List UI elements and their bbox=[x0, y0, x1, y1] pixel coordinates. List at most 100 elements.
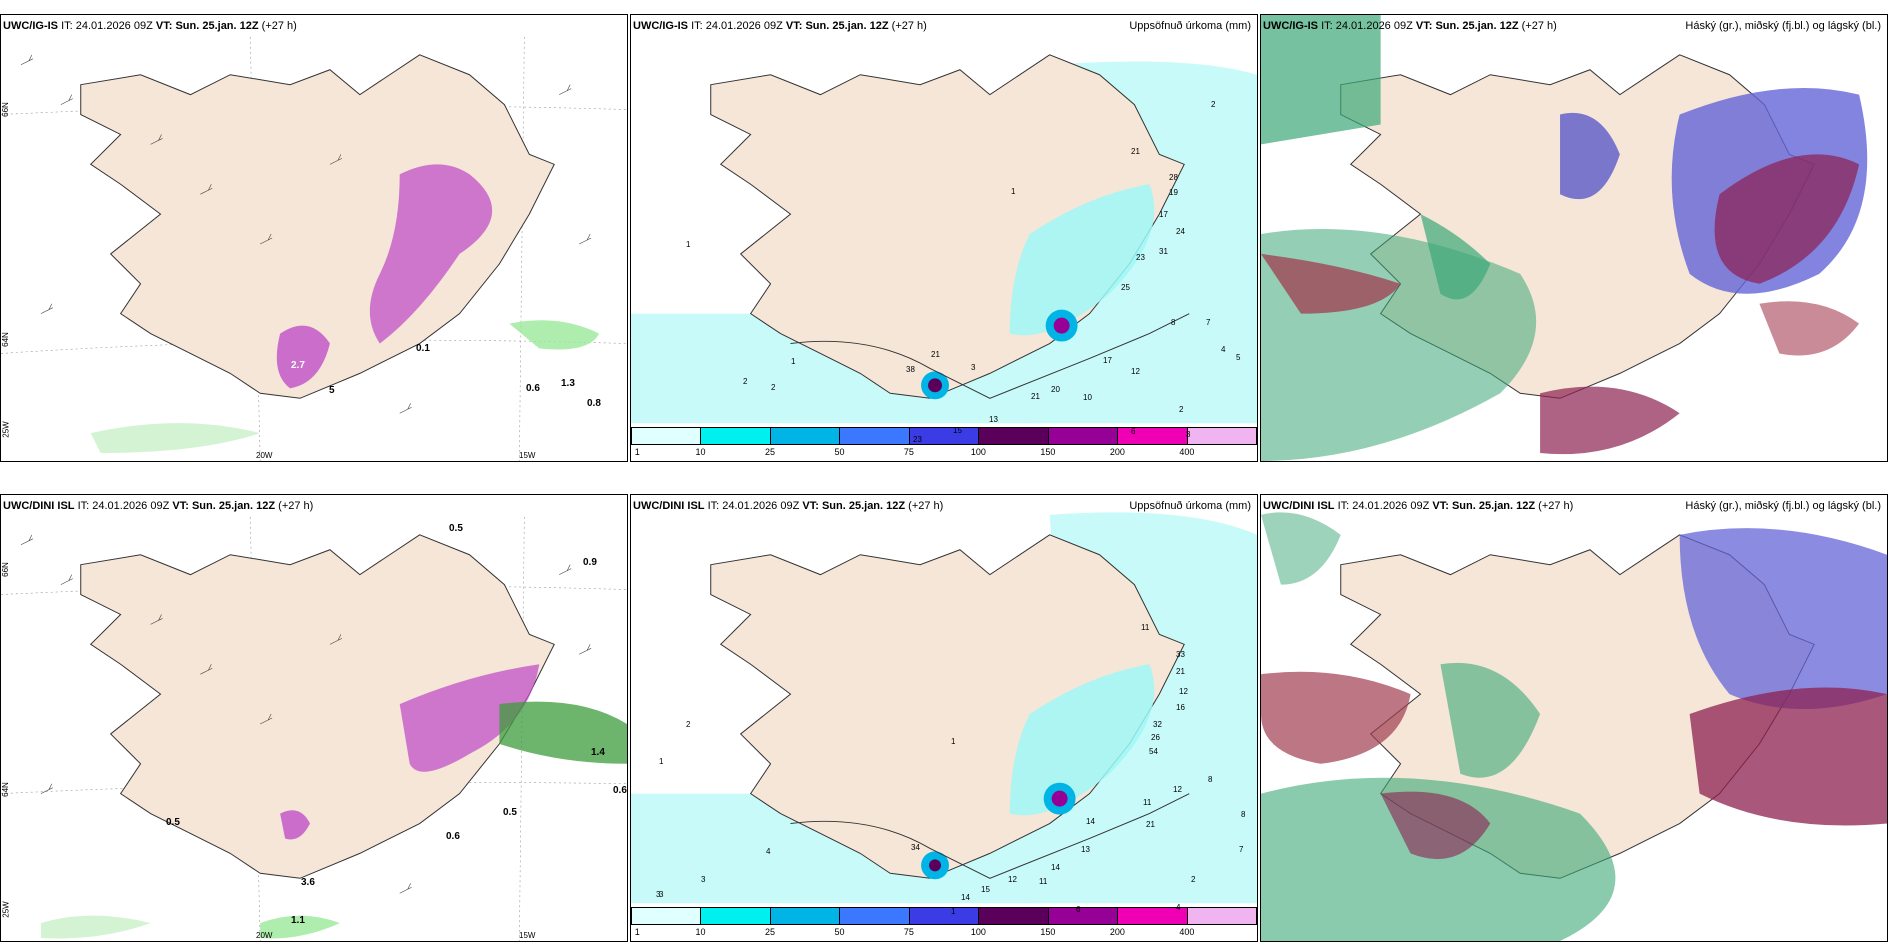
colorbar-cell bbox=[979, 428, 1049, 444]
precip-title: Uppsöfnuð úrkoma (mm) bbox=[1129, 500, 1251, 512]
colorbar-labels: 1 10 25 50 75 100 150 200 400 bbox=[631, 447, 1257, 459]
colorbar-cell bbox=[1118, 428, 1188, 444]
precip-value: 38 bbox=[906, 365, 915, 374]
panel-header: UWC/DINI ISL IT: 24.01.2026 09Z VT: Sun.… bbox=[631, 495, 1257, 517]
colorbar-tick: 1 bbox=[634, 447, 640, 457]
colorbar-cell bbox=[840, 908, 910, 924]
cloud-map-svg bbox=[1261, 15, 1887, 461]
colorbar-tick: 400 bbox=[1179, 927, 1195, 937]
precip-value: 13 bbox=[989, 415, 998, 424]
wind-map-top bbox=[1, 15, 627, 461]
cloud-title: Háský (gr.), miðský (fj.bl.) og lágský (… bbox=[1685, 20, 1881, 32]
it-value: 24.01.2026 09Z bbox=[722, 500, 800, 512]
it-value: 24.01.2026 09Z bbox=[75, 20, 153, 32]
lon-label-20w: 20W bbox=[256, 931, 273, 940]
wind-value: 3.6 bbox=[301, 877, 315, 888]
colorbar-tick: 50 bbox=[834, 447, 845, 457]
precip-value: 17 bbox=[1103, 356, 1112, 365]
panel-header: UWC/IG-IS IT: 24.01.2026 09Z VT: Sun. 25… bbox=[1, 15, 627, 37]
precip-value: 8 bbox=[1171, 318, 1176, 327]
precip-value: 34 bbox=[911, 843, 920, 852]
vt-value: Sun. 25.jan. 12Z bbox=[1435, 20, 1519, 32]
vt-label: VT: bbox=[155, 20, 173, 32]
colorbar-tick: 25 bbox=[764, 447, 775, 457]
lead-time: (+27 h) bbox=[1538, 500, 1574, 512]
precip-value: 33 bbox=[1176, 650, 1185, 659]
model-name: UWC/DINI ISL bbox=[633, 500, 705, 512]
wind-value: 0.6 bbox=[613, 785, 627, 796]
panel-cloud-bottom: UWC/DINI ISL IT: 24.01.2026 09Z VT: Sun.… bbox=[1260, 494, 1888, 942]
vt-value: Sun. 25.jan. 12Z bbox=[191, 500, 276, 512]
colorbar-tick: 100 bbox=[970, 447, 986, 457]
colorbar: 1 10 25 50 75 100 150 200 400 bbox=[631, 905, 1257, 941]
precip-value: 14 bbox=[961, 893, 970, 902]
colorbar-cell bbox=[701, 428, 771, 444]
colorbar-tick: 200 bbox=[1109, 447, 1125, 457]
precip-value: 16 bbox=[1176, 703, 1185, 712]
lat-label-66n: 66N bbox=[0, 102, 10, 117]
colorbar-cell bbox=[909, 908, 980, 924]
precip-value: 2 bbox=[1179, 405, 1184, 414]
precip-value: 4 bbox=[1221, 345, 1226, 354]
precip-value: 4 bbox=[766, 847, 771, 856]
precip-value: 2 bbox=[1211, 100, 1216, 109]
lead-time: (+27 h) bbox=[278, 500, 314, 512]
colorbar-tick: 100 bbox=[970, 927, 986, 937]
cloud-title: Háský (gr.), miðský (fj.bl.) og lágský (… bbox=[1685, 500, 1881, 512]
precip-value: 1 bbox=[951, 737, 956, 746]
precip-value: 6 bbox=[1076, 905, 1081, 914]
precip-value: 2 bbox=[686, 720, 691, 729]
vt-value: Sun. 25.jan. 12Z bbox=[821, 500, 906, 512]
wind-value: 0.6 bbox=[526, 383, 540, 394]
colorbar-scale bbox=[631, 907, 1257, 925]
precip-value: 1 bbox=[659, 757, 664, 766]
model-name: UWC/DINI ISL bbox=[1263, 500, 1335, 512]
precip-value: 11 bbox=[1143, 798, 1152, 807]
colorbar-tick: 10 bbox=[695, 447, 706, 457]
model-name: UWC/IG-IS bbox=[633, 20, 688, 32]
wind-map-svg bbox=[1, 36, 627, 461]
iceland-landmass bbox=[80, 54, 555, 399]
wind-value: 2.7 bbox=[291, 360, 305, 371]
precip-value: 14 bbox=[1086, 817, 1095, 826]
precip-value: 8 bbox=[1208, 775, 1213, 784]
cloud-map-bottom bbox=[1261, 495, 1887, 941]
precip-value: 28 bbox=[1169, 173, 1178, 182]
wind-map-svg bbox=[1, 516, 627, 941]
precip-value: 12 bbox=[1008, 875, 1017, 884]
precip-map-svg bbox=[631, 54, 1257, 424]
colorbar-tick: 25 bbox=[764, 927, 775, 937]
precip-value: 26 bbox=[1151, 733, 1160, 742]
precip-value: 1 bbox=[686, 240, 691, 249]
wind-value: 1.4 bbox=[591, 747, 605, 758]
wind-value: 0.5 bbox=[166, 817, 180, 828]
precip-value: 3 bbox=[971, 363, 976, 372]
lat-label-64n: 64N bbox=[0, 332, 10, 347]
precip-value: 11 bbox=[1141, 623, 1150, 632]
iceland-landmass bbox=[80, 534, 555, 879]
precip-value: 19 bbox=[1169, 188, 1178, 197]
precip-value: 2 bbox=[1191, 875, 1196, 884]
wind-map-bottom bbox=[1, 495, 627, 941]
cloud-map-svg bbox=[1261, 495, 1887, 941]
lon-label-15w: 15W bbox=[519, 931, 536, 940]
vt-value: Sun. 25.jan. 12Z bbox=[805, 20, 889, 32]
precip-map-top bbox=[631, 15, 1257, 461]
precip-value: 4 bbox=[1176, 903, 1181, 912]
precip-value: 2 bbox=[771, 383, 776, 392]
cloud-map-top bbox=[1261, 15, 1887, 461]
panel-header: UWC/DINI ISL IT: 24.01.2026 09Z VT: Sun.… bbox=[1261, 495, 1887, 517]
panel-wind-bottom: UWC/DINI ISL IT: 24.01.2026 09Z VT: Sun.… bbox=[0, 494, 628, 942]
vt-value: Sun. 25.jan. 12Z bbox=[1451, 500, 1536, 512]
lead-time: (+27 h) bbox=[261, 20, 297, 32]
precip-value: 21 bbox=[1131, 147, 1140, 156]
panel-wind-top: UWC/IG-IS IT: 24.01.2026 09Z VT: Sun. 25… bbox=[0, 14, 628, 462]
precip-value: 15 bbox=[953, 426, 962, 435]
precip-value: 8 bbox=[1241, 810, 1246, 819]
vt-label: VT: bbox=[785, 20, 803, 32]
precip-value: 23 bbox=[913, 435, 922, 444]
panel-precip-top: UWC/IG-IS IT: 24.01.2026 09Z VT: Sun. 25… bbox=[630, 14, 1258, 462]
lon-label-25w: 25W bbox=[1, 901, 11, 918]
precip-value: 17 bbox=[1159, 210, 1168, 219]
lon-label-20w: 20W bbox=[256, 451, 273, 460]
